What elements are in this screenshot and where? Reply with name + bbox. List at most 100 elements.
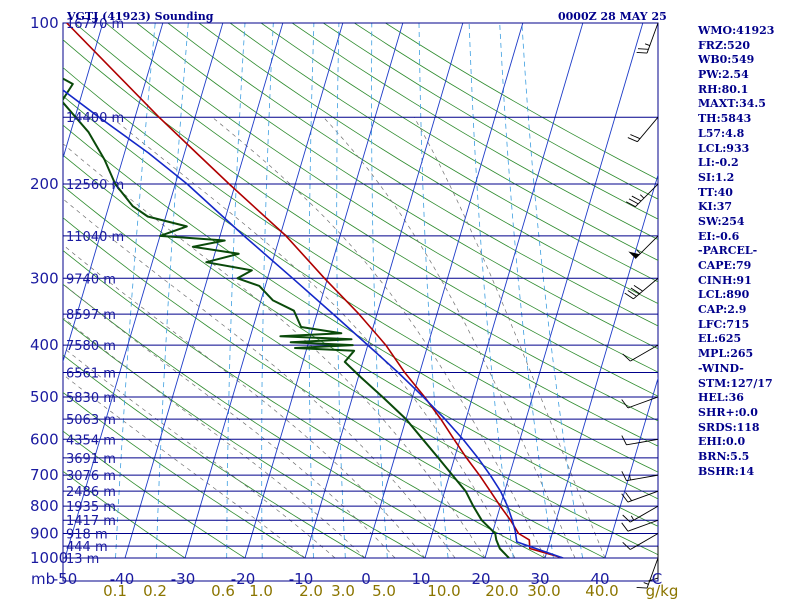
- height-label: 918 m: [66, 528, 108, 543]
- wind-barb-staff: [646, 557, 659, 589]
- moist-adiabat: [63, 143, 486, 558]
- isotherm: [364, 23, 524, 558]
- mixing-ratio-tick-label: 20.0: [485, 582, 518, 600]
- wind-barb-flag: [621, 471, 627, 481]
- wind-barb: [628, 235, 659, 259]
- isotherm: [544, 173, 658, 558]
- stat-item: WB0:549: [698, 53, 755, 67]
- pressure-tick-label: 900: [30, 525, 59, 543]
- wind-barb-staff: [627, 519, 659, 532]
- height-label: 6561 m: [66, 366, 116, 381]
- temperature-tick-label: 0: [361, 570, 371, 588]
- wind-barb-flag: [627, 137, 638, 143]
- wind-barb-flag: [633, 285, 643, 292]
- isotherm: [244, 23, 404, 558]
- stat-item: TT:40: [698, 185, 733, 199]
- stat-item: TH:5843: [698, 112, 752, 126]
- mixing-ratio-tick-label: 30.0: [527, 582, 560, 600]
- height-label: 1935 m: [66, 500, 116, 515]
- wind-barb: [622, 344, 659, 362]
- wind-barb-flag: [628, 198, 639, 205]
- stat-item: EI:-0.6: [698, 229, 740, 243]
- wind-barb-staff: [633, 277, 659, 300]
- height-label: 13 m: [66, 552, 99, 567]
- wind-barb: [621, 435, 659, 446]
- wind-barb-flag: [647, 577, 659, 582]
- stat-item: RH:80.1: [698, 82, 749, 96]
- wind-barb: [621, 519, 659, 532]
- mixing-ratio-tick-label: 0.6: [211, 582, 235, 600]
- pressure-axis-label: mb: [31, 570, 55, 588]
- wind-barb-staff: [626, 474, 659, 482]
- stat-item: CAP:2.9: [698, 303, 747, 317]
- stat-item: CINH:91: [698, 273, 752, 287]
- height-label: 5063 m: [66, 413, 116, 428]
- moist-adiabat: [63, 317, 366, 558]
- wind-barb-flag: [625, 492, 633, 502]
- wind-barb-flag: [621, 435, 627, 446]
- height-label: 3076 m: [66, 469, 116, 484]
- temperature-tick-label: -20: [231, 570, 256, 588]
- wind-barb-flag: [636, 52, 648, 54]
- height-label: 3691 m: [66, 452, 116, 467]
- moist-adiabat: [63, 283, 396, 558]
- isotherm: [64, 23, 224, 558]
- height-label: 12560 m: [66, 178, 124, 193]
- wind-barb-staff: [627, 396, 659, 409]
- temperature-tick-label: -30: [171, 570, 196, 588]
- plot-frame: [62, 22, 659, 582]
- moist-adiabat: [63, 198, 456, 558]
- temperature-tick-label: C: [652, 570, 662, 588]
- height-label: 5830 m: [66, 391, 116, 406]
- wind-barb-flag: [631, 195, 642, 202]
- stats-panel: WMO:41923 FRZ:520 WB0:549 PW:2.54 RH:80.1 MAX…: [698, 24, 774, 479]
- isotherm: [63, 23, 164, 363]
- pressure-tick-label: 500: [30, 388, 59, 406]
- mixing-ratio-tick-label: g/kg: [646, 582, 679, 600]
- stat-item: LCL:890: [698, 288, 750, 302]
- isotherm: [124, 23, 284, 558]
- stat-item: BRN:5.5: [698, 449, 750, 463]
- wind-barb: [624, 277, 659, 300]
- height-label: 7580 m: [66, 339, 116, 354]
- wind-barb-flag: [625, 201, 636, 208]
- wind-barb-staff: [646, 22, 659, 54]
- height-label: 9740 m: [66, 272, 116, 287]
- mixing-ratio-tick-label: 0.2: [143, 582, 167, 600]
- height-label: 444 m: [66, 540, 108, 555]
- pressure-tick-label: 100: [30, 14, 59, 32]
- wind-barb-half-flag: [636, 249, 641, 254]
- wind-barb: [621, 396, 659, 409]
- pressure-tick-label: 600: [30, 430, 59, 448]
- mixing-ratio-tick-label: 0.1: [103, 582, 127, 600]
- wind-barb-staff: [630, 533, 659, 550]
- stat-item: CAPE:79: [698, 259, 752, 272]
- wind-barb-staff: [637, 116, 659, 143]
- height-label: 1417 m: [66, 514, 116, 529]
- pressure-tick-label: 800: [30, 497, 59, 515]
- stat-item: FRZ:520: [698, 38, 751, 52]
- stat-item: LCL:933: [698, 141, 750, 155]
- moist-adiabat: [413, 117, 606, 558]
- stat-item: WMO:41923: [698, 24, 775, 37]
- wind-barb-flag: [630, 287, 640, 295]
- wind-barb-staff: [630, 344, 659, 362]
- stat-item: L57:4.8: [698, 126, 745, 140]
- wind-barb-flag: [622, 353, 631, 362]
- wind-barb-staff: [626, 438, 659, 446]
- stat-item: MAXT:34.5: [698, 97, 766, 111]
- wind-barb-flag: [636, 587, 648, 589]
- stat-item: -PARCEL-: [698, 244, 758, 258]
- stat-item: MPL:265: [698, 347, 754, 361]
- stat-item: STM:127/17: [698, 376, 773, 390]
- sounding-time: 0000Z 28 MAY 25: [558, 10, 667, 23]
- wind-barb-half-flag: [630, 515, 635, 521]
- height-label: 11040 m: [66, 230, 124, 245]
- stat-item: SRDS:118: [698, 420, 760, 434]
- parcel-line: [63, 89, 564, 558]
- mixing-ratio-tick-label: 5.0: [372, 582, 396, 600]
- stat-item: -WIND-: [698, 361, 744, 375]
- height-label: 14400 m: [66, 111, 124, 126]
- pressure-tick-label: 200: [30, 175, 59, 193]
